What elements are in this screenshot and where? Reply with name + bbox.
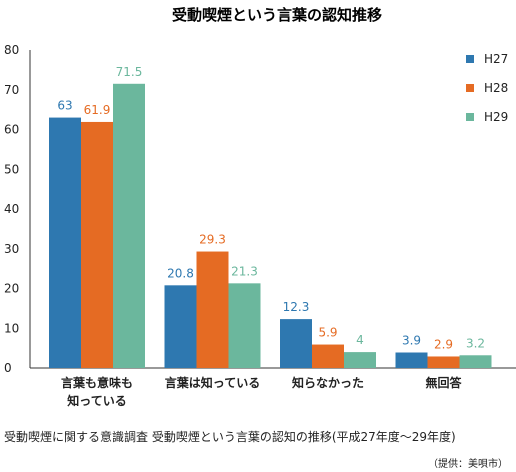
bar-h29 <box>344 352 376 368</box>
legend-swatch-h27 <box>466 55 474 63</box>
bar-h28 <box>427 356 460 368</box>
bar-h29 <box>113 83 145 368</box>
y-tick-label: 10 <box>4 321 19 335</box>
data-label-h28: 29.3 <box>199 233 226 247</box>
bar-h29 <box>228 283 261 368</box>
chart-title: 受動喫煙という言葉の認知推移 <box>172 6 382 24</box>
data-label-h29: 21.3 <box>231 264 258 278</box>
y-tick-label: 50 <box>4 162 19 176</box>
y-tick-label: 20 <box>4 282 19 296</box>
y-tick-label: 40 <box>4 202 19 216</box>
bar-h27 <box>395 352 428 368</box>
bar-h28 <box>196 251 229 368</box>
data-label-h28: 2.9 <box>434 337 453 351</box>
y-tick-label: 70 <box>4 83 19 97</box>
data-label-h27: 3.9 <box>402 333 421 347</box>
category-label: 知っている <box>66 393 126 408</box>
data-labels: 63 61.9 71.5 20.8 29.3 21.3 12.3 5.9 4 3.9 2.9 3.2 <box>57 65 485 352</box>
bars <box>49 83 492 368</box>
y-axis-ticks: 0 10 20 30 40 50 60 70 80 <box>4 43 19 375</box>
data-label-h29: 71.5 <box>116 65 143 79</box>
legend-swatch-h29 <box>466 113 474 121</box>
category-label: 知らなかった <box>291 375 364 390</box>
bar-h28 <box>81 121 113 368</box>
bar-h27 <box>164 285 197 368</box>
data-label-h28: 61.9 <box>84 103 111 117</box>
y-tick-label: 80 <box>4 43 19 57</box>
data-label-h28: 5.9 <box>318 326 337 340</box>
source-credit: （提供：美唄市） <box>428 459 508 470</box>
category-label: 言葉も意味も <box>61 375 133 390</box>
y-tick-label: 30 <box>4 242 19 256</box>
category-label: 言葉は知っている <box>165 375 260 390</box>
legend-label-h27: H27 <box>484 52 508 66</box>
data-label-h27: 20.8 <box>167 266 194 280</box>
y-tick-label: 0 <box>4 361 12 375</box>
legend: H27 H28 H29 <box>466 52 508 124</box>
bar-h27 <box>280 319 312 368</box>
legend-label-h29: H29 <box>484 110 508 124</box>
data-label-h29: 4 <box>356 333 364 347</box>
legend-swatch-h28 <box>466 84 474 92</box>
y-tick-label: 60 <box>4 123 19 137</box>
legend-label-h28: H28 <box>484 81 508 95</box>
data-label-h29: 3.2 <box>466 336 485 350</box>
bar-h28 <box>312 344 344 368</box>
category-label: 無回答 <box>425 375 462 390</box>
data-label-h27: 12.3 <box>283 300 310 314</box>
bar-h29 <box>459 355 492 368</box>
data-label-h27: 63 <box>57 99 72 113</box>
bar-h27 <box>49 117 81 368</box>
chart: 受動喫煙という言葉の認知推移 0 10 20 30 40 50 60 70 80 63 61.9 7… <box>4 6 516 408</box>
chart-caption: 受動喫煙に関する意識調査 受動喫煙という言葉の認知の推移(平成27年度〜29年度… <box>4 430 456 444</box>
